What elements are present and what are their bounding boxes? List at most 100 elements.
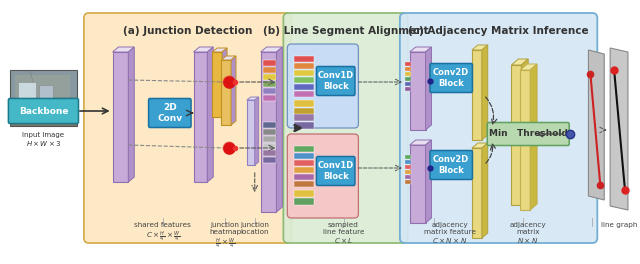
Polygon shape [193, 47, 213, 52]
Polygon shape [530, 64, 537, 210]
Polygon shape [588, 50, 604, 200]
Bar [40, 85, 53, 103]
Bar [262, 74, 276, 80]
Bar [294, 174, 314, 180]
Bar [294, 77, 314, 83]
Polygon shape [207, 47, 213, 182]
Bar [405, 72, 411, 76]
Bar [405, 165, 411, 169]
Bar [294, 181, 314, 187]
Polygon shape [410, 140, 431, 145]
FancyBboxPatch shape [8, 98, 79, 124]
Circle shape [223, 142, 235, 154]
Bar [262, 143, 276, 149]
Polygon shape [260, 47, 282, 52]
Polygon shape [472, 143, 488, 148]
Bar [405, 180, 411, 184]
Bar [294, 70, 314, 76]
Text: shared features
$C\times\frac{H}{4}\times\frac{W}{4}$: shared features $C\times\frac{H}{4}\time… [134, 222, 191, 244]
Bar [410, 145, 426, 223]
FancyBboxPatch shape [487, 122, 569, 145]
Bar [247, 100, 255, 165]
Bar [405, 67, 411, 71]
Bar [294, 198, 314, 205]
Bar [262, 95, 276, 101]
FancyBboxPatch shape [84, 13, 291, 243]
Polygon shape [113, 47, 134, 52]
Text: (c) Adjacency Matrix Inference: (c) Adjacency Matrix Inference [408, 26, 589, 36]
Polygon shape [472, 45, 488, 50]
Bar [294, 153, 314, 159]
FancyBboxPatch shape [316, 157, 355, 186]
Text: Input Image
$H\times W\times 3$: Input Image $H\times W\times 3$ [22, 132, 65, 148]
Bar [294, 167, 314, 173]
Bar [294, 63, 314, 69]
Bar [472, 148, 482, 238]
Bar [405, 82, 411, 86]
Polygon shape [511, 59, 528, 65]
Bar [15, 75, 70, 121]
Bar [262, 81, 276, 87]
Text: (b) Line Segment Alignment: (b) Line Segment Alignment [263, 26, 428, 36]
Bar [10, 101, 77, 126]
FancyBboxPatch shape [430, 64, 472, 92]
Bar [10, 70, 77, 126]
Polygon shape [129, 47, 134, 182]
Polygon shape [221, 56, 236, 60]
Text: junction
location: junction location [240, 222, 269, 235]
Bar [262, 150, 276, 156]
Bar [294, 114, 314, 121]
Polygon shape [520, 64, 537, 70]
Bar [410, 52, 426, 130]
Bar [212, 52, 222, 117]
FancyBboxPatch shape [284, 13, 408, 243]
Polygon shape [276, 47, 282, 212]
Bar [193, 52, 207, 182]
Bar [405, 160, 411, 164]
Text: sampled
line feature
$C\times L$: sampled line feature $C\times L$ [323, 222, 364, 246]
Bar [405, 175, 411, 179]
Bar [262, 136, 276, 142]
Bar [405, 77, 411, 81]
Bar [262, 122, 276, 128]
Text: Conv2D
Block: Conv2D Block [433, 68, 469, 88]
Bar [294, 108, 314, 115]
Polygon shape [610, 48, 628, 210]
Bar [294, 91, 314, 97]
FancyBboxPatch shape [316, 67, 355, 96]
Bar [262, 129, 276, 135]
Polygon shape [482, 143, 488, 238]
FancyBboxPatch shape [287, 134, 358, 218]
Text: Backbone: Backbone [19, 106, 68, 116]
Bar [294, 84, 314, 90]
Bar [260, 52, 276, 212]
Bar [262, 67, 276, 73]
Bar [294, 122, 314, 129]
Text: Conv1D
Block: Conv1D Block [317, 161, 354, 181]
FancyBboxPatch shape [400, 13, 597, 243]
Bar [262, 60, 276, 66]
Text: adjacency
matrix feature
$C\times N\times N$: adjacency matrix feature $C\times N\time… [424, 222, 476, 246]
Polygon shape [212, 48, 227, 52]
Bar [294, 56, 314, 62]
Text: adjacency
matrix
$N\times N$: adjacency matrix $N\times N$ [510, 222, 547, 246]
Bar [405, 155, 411, 159]
Polygon shape [426, 47, 431, 130]
Polygon shape [522, 59, 528, 205]
Bar [472, 50, 482, 140]
Polygon shape [231, 56, 236, 125]
Bar [405, 62, 411, 66]
Bar [221, 60, 231, 125]
Polygon shape [410, 47, 431, 52]
Bar [294, 146, 314, 152]
Bar [405, 170, 411, 174]
Text: Conv2D
Block: Conv2D Block [433, 155, 469, 175]
Text: line graph: line graph [601, 222, 637, 228]
Bar [520, 70, 530, 210]
Circle shape [223, 76, 235, 88]
Polygon shape [426, 140, 431, 223]
Text: (a) Junction Detection: (a) Junction Detection [123, 26, 252, 36]
FancyBboxPatch shape [148, 98, 191, 128]
Bar [113, 52, 129, 182]
Text: Conv1D
Block: Conv1D Block [317, 71, 354, 91]
